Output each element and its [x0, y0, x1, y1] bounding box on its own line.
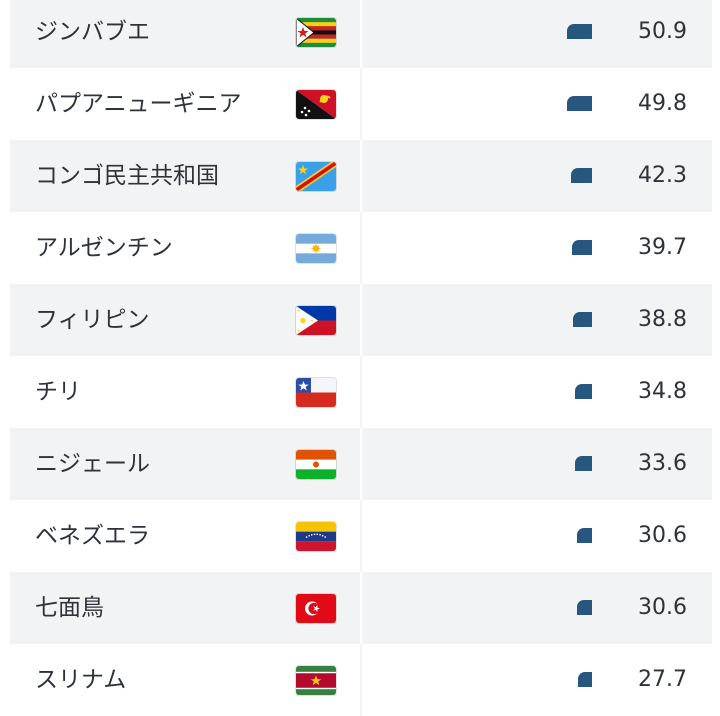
papua-new-guinea-flag-icon — [296, 90, 336, 119]
country-name: フィリピン — [35, 307, 150, 333]
table-row: ベネズエラ 30.6 — [10, 500, 712, 572]
country-name: ジンバブエ — [35, 19, 150, 45]
value-label: 33.6 — [638, 451, 687, 476]
table-row: ジンバブエ 50.9 — [10, 0, 712, 68]
philippines-flag-icon — [296, 306, 336, 335]
country-name: ベネズエラ — [35, 523, 150, 549]
turkey-flag-icon — [296, 594, 336, 623]
value-label: 27.7 — [638, 667, 687, 692]
column-divider — [360, 284, 362, 356]
argentina-flag-icon — [296, 234, 336, 263]
column-divider — [360, 428, 362, 500]
country-name: チリ — [35, 379, 81, 405]
suriname-flag-icon — [296, 666, 336, 695]
country-name: スリナム — [35, 667, 127, 693]
table-row: パプアニューギニア 49.8 — [10, 68, 712, 140]
value-label: 42.3 — [638, 163, 687, 188]
column-divider — [360, 0, 362, 68]
value-bar — [572, 240, 592, 255]
value-label: 30.6 — [638, 523, 687, 548]
niger-flag-icon — [296, 450, 336, 479]
value-label: 30.6 — [638, 595, 687, 620]
country-name: 七面鳥 — [35, 595, 104, 621]
column-divider — [360, 572, 362, 644]
column-divider — [360, 68, 362, 140]
value-bar — [566, 24, 592, 39]
column-divider — [360, 140, 362, 212]
venezuela-flag-icon — [296, 522, 336, 551]
value-label: 50.9 — [638, 19, 687, 44]
value-label: 38.8 — [638, 307, 687, 332]
value-bar — [571, 168, 592, 183]
table-row: フィリピン 38.8 — [10, 284, 712, 356]
value-bar — [575, 456, 592, 471]
column-divider — [360, 212, 362, 284]
column-divider — [360, 356, 362, 428]
country-name: パプアニューギニア — [35, 91, 242, 117]
table-row: アルゼンチン 39.7 — [10, 212, 712, 284]
value-bar — [576, 600, 592, 615]
ranking-table: ジンバブエ 50.9 パプアニューギニア 49.8 コンゴ民主共和国 42.3 アルゼ… — [10, 0, 712, 716]
value-label: 34.8 — [638, 379, 687, 404]
value-bar — [576, 528, 592, 543]
value-bar — [567, 96, 592, 111]
value-bar — [574, 384, 592, 399]
zimbabwe-flag-icon — [296, 18, 336, 47]
country-name: アルゼンチン — [35, 235, 173, 261]
table-row: コンゴ民主共和国 42.3 — [10, 140, 712, 212]
value-bar — [572, 312, 592, 327]
column-divider — [360, 500, 362, 572]
table-row: 七面鳥 30.6 — [10, 572, 712, 644]
chile-flag-icon — [296, 378, 336, 407]
country-name: コンゴ民主共和国 — [35, 163, 219, 189]
value-bar — [578, 672, 592, 687]
table-row: ニジェール 33.6 — [10, 428, 712, 500]
table-row: チリ 34.8 — [10, 356, 712, 428]
dr-congo-flag-icon — [296, 162, 336, 191]
column-divider — [360, 644, 362, 716]
value-label: 39.7 — [638, 235, 687, 260]
table-row: スリナム 27.7 — [10, 644, 712, 716]
value-label: 49.8 — [638, 91, 687, 116]
country-name: ニジェール — [35, 451, 150, 477]
